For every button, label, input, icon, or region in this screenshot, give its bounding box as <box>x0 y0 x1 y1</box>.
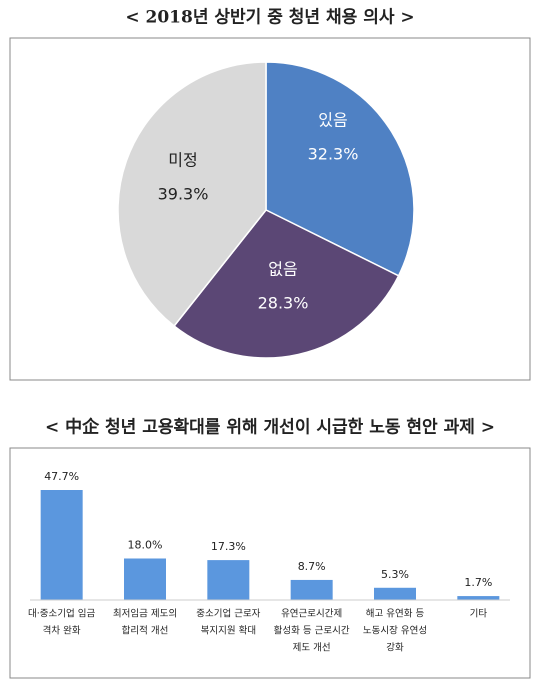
value-label: 17.3% <box>211 540 246 553</box>
value-label: 39.3% <box>158 185 209 204</box>
bar <box>40 490 83 600</box>
pie-slice <box>265 61 415 277</box>
x-tick-label: 복지지원 확대 <box>201 625 256 637</box>
bar <box>457 596 500 600</box>
x-tick-label: 해고 유연화 등 <box>366 608 425 620</box>
bar <box>290 579 333 600</box>
value-label: 18.0% <box>128 538 163 551</box>
x-tick-label: 최저임금 제도의 <box>113 608 177 620</box>
value-label: 5.3% <box>381 568 409 581</box>
value-label: 47.7% <box>44 470 79 483</box>
bar <box>124 558 166 600</box>
chart-title: < 中企 청년 고용확대를 위해 개선이 시급한 노동 현안 과제 > <box>45 417 495 438</box>
bar-frame <box>9 447 531 679</box>
x-tick-label: 대·중소기업 임금 <box>28 608 95 620</box>
value-label: 8.7% <box>298 560 326 573</box>
value-label: 28.3% <box>258 294 309 313</box>
x-tick-label: 활성화 등 근로시간 <box>274 625 350 637</box>
pie-slice <box>173 209 400 359</box>
x-tick-label: 중소기업 근로자 <box>196 608 260 620</box>
chart-title: < 2018년 상반기 중 청년 채용 의사 > <box>125 7 414 28</box>
x-tick-label: 격차 완화 <box>43 625 81 637</box>
x-tick-label: 강화 <box>386 643 404 654</box>
slice-label: 없음 <box>268 260 297 279</box>
x-tick-label: 기타 <box>470 609 488 620</box>
x-tick-label: 제도 개선 <box>293 643 331 654</box>
pie-slice <box>117 61 267 328</box>
slice-label: 있음 <box>318 111 347 130</box>
value-label: 32.3% <box>308 145 359 164</box>
bar <box>374 587 416 600</box>
x-tick-label: 유연근로시간제 <box>281 609 342 620</box>
x-tick-label: 노동시장 유연성 <box>363 626 427 637</box>
x-tick-label: 합리적 개선 <box>122 625 169 637</box>
slice-label: 미정 <box>168 151 197 170</box>
value-label: 1.7% <box>464 576 492 589</box>
bar <box>207 560 250 600</box>
